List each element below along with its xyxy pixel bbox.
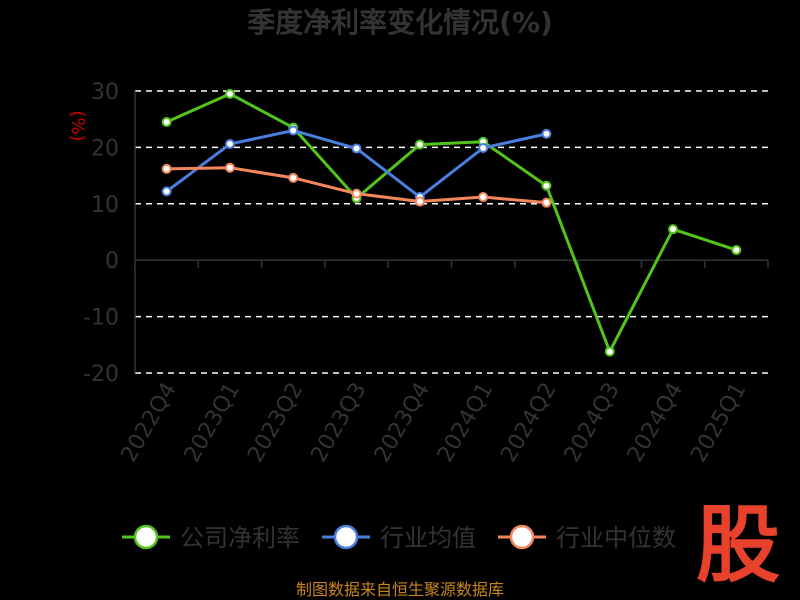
y-axis-label: (%) bbox=[67, 110, 88, 141]
x-tick-label: 2023Q4 bbox=[370, 378, 435, 466]
legend-label: 公司净利率 bbox=[180, 524, 300, 552]
series-0 bbox=[161, 88, 742, 357]
x-tick-label: 2024Q2 bbox=[496, 379, 561, 467]
data-point[interactable] bbox=[414, 196, 425, 207]
x-tick-label: 2023Q3 bbox=[306, 379, 371, 467]
x-tick-label: 2023Q2 bbox=[243, 379, 308, 467]
legend-label: 行业均值 bbox=[380, 524, 476, 552]
data-point[interactable] bbox=[161, 117, 172, 128]
x-tick-label: 2023Q1 bbox=[180, 379, 245, 467]
data-point[interactable] bbox=[224, 162, 235, 173]
data-point[interactable] bbox=[731, 245, 742, 256]
axes: 3020100-10-202022Q42023Q12023Q22023Q3202… bbox=[83, 80, 769, 467]
logo: 股 bbox=[696, 496, 780, 594]
y-tick-label: 0 bbox=[105, 249, 119, 274]
legend-swatch-marker bbox=[133, 524, 159, 550]
data-point[interactable] bbox=[414, 139, 425, 150]
series-line bbox=[165, 128, 547, 199]
series-group bbox=[161, 88, 742, 357]
y-tick-label: -10 bbox=[83, 306, 119, 331]
x-tick-label: 2024Q3 bbox=[560, 379, 625, 467]
data-point[interactable] bbox=[161, 163, 172, 174]
data-point[interactable] bbox=[288, 172, 299, 183]
legend[interactable]: 公司净利率 行业均值 行业中位数 bbox=[122, 524, 676, 552]
y-tick-label: 30 bbox=[91, 80, 119, 105]
legend-item-1[interactable]: 行业均值 bbox=[322, 524, 476, 552]
series-line bbox=[166, 92, 737, 354]
data-point[interactable] bbox=[541, 180, 552, 191]
data-point[interactable] bbox=[224, 88, 235, 99]
y-tick-label: -20 bbox=[83, 362, 119, 387]
legend-swatch-marker bbox=[509, 524, 535, 550]
legend-item-0[interactable]: 公司净利率 bbox=[122, 524, 300, 552]
y-tick-label: 20 bbox=[91, 136, 119, 161]
x-tick-label: 2022Q4 bbox=[117, 379, 182, 467]
legend-swatch-marker bbox=[333, 524, 359, 550]
data-point[interactable] bbox=[541, 197, 552, 208]
series-2 bbox=[161, 162, 552, 208]
chart-title: 季度净利率变化情况(%) bbox=[247, 6, 553, 39]
data-point[interactable] bbox=[668, 224, 679, 235]
data-point[interactable] bbox=[161, 186, 172, 197]
data-point[interactable] bbox=[478, 142, 489, 153]
legend-label: 行业中位数 bbox=[556, 524, 676, 552]
data-point[interactable] bbox=[604, 346, 615, 357]
data-point[interactable] bbox=[351, 143, 362, 154]
x-tick-label: 2024Q1 bbox=[433, 379, 498, 467]
data-point[interactable] bbox=[351, 188, 362, 199]
data-point[interactable] bbox=[478, 192, 489, 203]
legend-item-2[interactable]: 行业中位数 bbox=[498, 524, 676, 552]
x-tick-label: 2024Q4 bbox=[623, 379, 688, 467]
data-source-note: 制图数据来自恒生聚源数据库 bbox=[296, 580, 504, 599]
data-point[interactable] bbox=[224, 139, 235, 150]
data-point[interactable] bbox=[288, 125, 299, 136]
x-tick-label: 2025Q1 bbox=[686, 379, 751, 467]
y-tick-label: 10 bbox=[91, 193, 119, 218]
data-point[interactable] bbox=[541, 128, 552, 139]
